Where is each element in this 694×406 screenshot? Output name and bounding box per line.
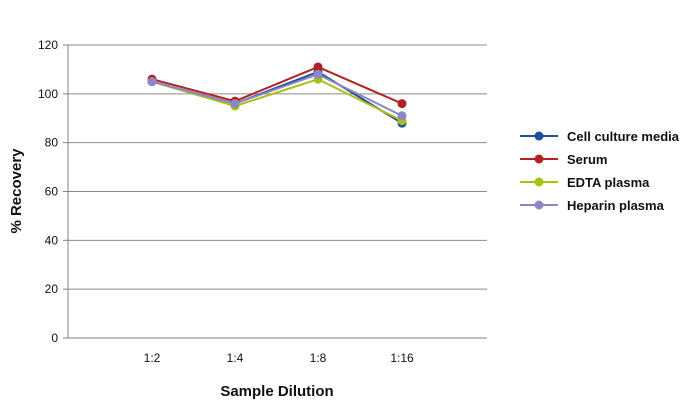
y-tick-label: 60 xyxy=(45,185,59,199)
series-line xyxy=(151,73,403,117)
y-tick-labels: 0 20 40 60 80 100 120 xyxy=(38,38,68,345)
series-cell-culture-media xyxy=(147,67,407,128)
x-tick-labels: 1:2 1:4 1:8 1:16 xyxy=(144,351,414,365)
x-tick-label: 1:2 xyxy=(144,351,161,365)
y-tick-label: 100 xyxy=(38,87,58,101)
series-group xyxy=(147,62,407,128)
legend-label: Heparin plasma xyxy=(567,198,665,213)
data-point xyxy=(230,99,240,109)
legend-item: Serum xyxy=(520,152,607,167)
y-tick-label: 120 xyxy=(38,38,58,52)
legend-label: Cell culture media xyxy=(567,129,680,144)
series-line xyxy=(151,65,403,105)
data-point xyxy=(313,69,323,79)
data-point xyxy=(313,62,323,72)
y-axis-title: % Recovery xyxy=(8,148,25,234)
x-tick-label: 1:8 xyxy=(310,351,327,365)
legend-label: Serum xyxy=(567,152,607,167)
gridlines xyxy=(68,44,487,290)
x-tick-label: 1:4 xyxy=(227,351,244,365)
y-tick-label: 20 xyxy=(45,282,59,296)
legend-swatch-marker xyxy=(534,154,544,164)
x-axis-title: Sample Dilution xyxy=(220,383,333,400)
legend-swatch-marker xyxy=(534,131,544,141)
legend-label: EDTA plasma xyxy=(567,175,650,190)
series-line xyxy=(151,78,403,122)
x-tick-label: 1:16 xyxy=(390,351,414,365)
data-point xyxy=(397,99,407,109)
series-heparin-plasma xyxy=(147,69,407,121)
legend-item: Cell culture media xyxy=(520,129,680,144)
y-tick-label: 80 xyxy=(45,136,59,150)
y-tick-label: 40 xyxy=(45,233,59,247)
legend-item: EDTA plasma xyxy=(520,175,650,190)
legend-item: Heparin plasma xyxy=(520,198,665,213)
legend-swatch-marker xyxy=(534,200,544,210)
legend-swatch-marker xyxy=(534,177,544,187)
legend: Cell culture media Serum EDTA plasma Hepari… xyxy=(520,129,680,213)
data-point xyxy=(397,111,407,121)
y-tick-label: 0 xyxy=(51,331,58,345)
data-point xyxy=(147,77,157,87)
